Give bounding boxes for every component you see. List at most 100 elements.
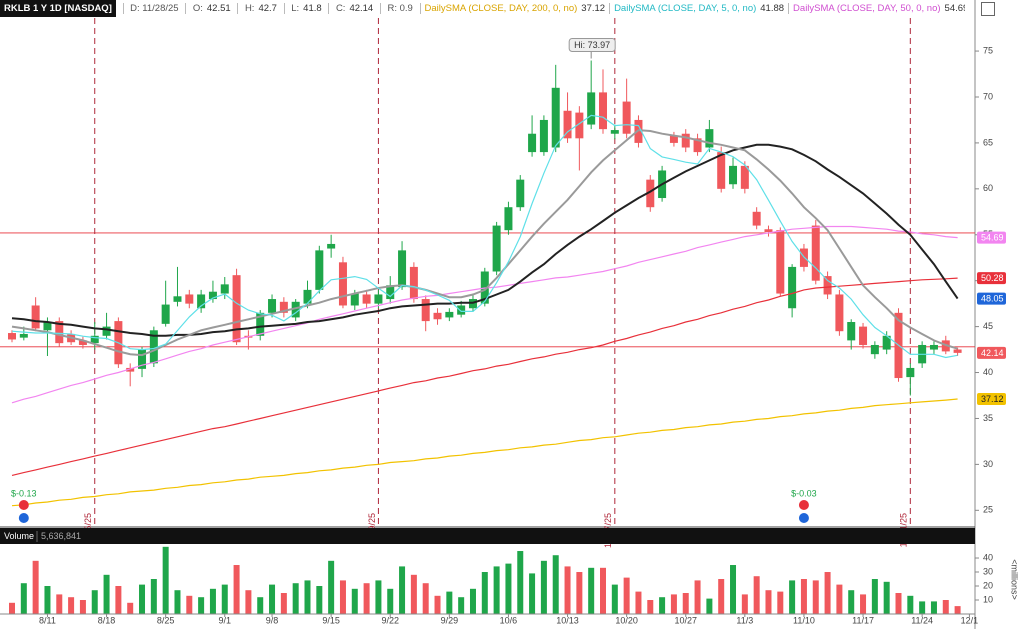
candle-body xyxy=(433,312,442,320)
candle-body xyxy=(78,340,87,345)
volume-bar xyxy=(292,583,299,614)
volume-bar xyxy=(730,565,737,614)
volume-bar xyxy=(600,567,606,614)
candle-body xyxy=(126,367,135,372)
candle-body xyxy=(563,110,572,139)
volume-bar xyxy=(198,597,205,614)
candle-body xyxy=(551,87,560,148)
candle-body xyxy=(599,92,607,130)
open-label: O: xyxy=(192,3,203,14)
x-tick-label: 9/22 xyxy=(381,615,399,625)
legend-name[interactable]: DailySMA (CLOSE, DAY, 50, 0, no) xyxy=(793,3,941,14)
settings-icon[interactable] xyxy=(981,2,995,16)
volume-bar xyxy=(280,593,287,614)
volume-bar xyxy=(469,588,476,614)
candle-body xyxy=(208,291,217,300)
open-value: 42.51 xyxy=(206,3,231,14)
price-box-label: 50.28 xyxy=(981,273,1004,283)
price-box-label: 42.14 xyxy=(981,348,1004,358)
legend-name[interactable]: DailySMA (CLOSE, DAY, 5, 0, no) xyxy=(614,3,757,14)
earnings-label: $-0.03 xyxy=(791,488,817,498)
candle-body xyxy=(705,129,714,148)
volume-bar xyxy=(564,566,571,614)
x-tick-label: 9/8 xyxy=(266,615,279,625)
earnings-icon[interactable] xyxy=(798,500,809,510)
volume-bar xyxy=(339,580,346,614)
legend: DailySMA (CLOSE, DAY, 200, 0, no) 37.12 Da… xyxy=(416,0,965,17)
candle-body xyxy=(55,321,64,344)
volume-bar xyxy=(446,591,453,614)
candle-body xyxy=(232,275,241,343)
y-tick-label: 30 xyxy=(983,566,993,576)
volume-bar xyxy=(871,579,878,614)
volume-bar xyxy=(942,600,949,614)
volume-bar xyxy=(328,560,335,614)
x-tick-label: 10/27 xyxy=(674,615,697,625)
volume-bar xyxy=(919,601,926,614)
candle-body xyxy=(445,311,454,318)
sma-line xyxy=(11,225,958,404)
volume-bar xyxy=(765,590,772,614)
volume-bar xyxy=(848,590,855,614)
volume-bar xyxy=(221,584,228,614)
close-value: 42.14 xyxy=(349,3,374,14)
volume-bar xyxy=(800,579,807,614)
separator xyxy=(237,2,239,14)
candle-body xyxy=(315,250,324,290)
price-box-label: 37.12 xyxy=(981,394,1004,404)
x-tick-label: 11/17 xyxy=(852,615,874,625)
candle-body xyxy=(102,326,111,336)
volume-bar xyxy=(954,606,961,614)
price-box-label: 54.69 xyxy=(981,232,1004,242)
y-tick-label: 30 xyxy=(983,459,993,469)
volume-header xyxy=(0,528,975,544)
candle-body xyxy=(516,179,525,208)
x-tick-label: 9/1 xyxy=(219,615,232,625)
y-tick-label: 75 xyxy=(983,45,993,55)
range: R: 0.9 xyxy=(387,3,413,14)
volume-bar xyxy=(635,591,642,614)
y-tick-label: 40 xyxy=(983,367,993,377)
info-icon[interactable] xyxy=(18,513,29,523)
close-label: C: xyxy=(335,3,346,14)
candle-body xyxy=(173,296,182,302)
info-icon[interactable] xyxy=(798,513,809,523)
candle-body xyxy=(161,304,170,324)
symbol[interactable]: RKLB 1 Y 1D [NASDAQ] xyxy=(0,0,116,17)
volume-bar xyxy=(753,576,760,614)
volume-bar xyxy=(375,580,382,614)
sma-line xyxy=(11,398,958,507)
separator xyxy=(419,2,421,14)
candle-body xyxy=(185,294,194,304)
earnings-label: $-0.13 xyxy=(11,488,37,498)
candle-body xyxy=(788,266,797,309)
candle-body xyxy=(717,152,726,189)
volume-title: Volume xyxy=(4,531,34,541)
x-tick-label: 11/24 xyxy=(911,615,933,625)
volume-bar xyxy=(387,588,394,614)
x-tick-label: 10/20 xyxy=(615,615,638,625)
candle-body xyxy=(610,130,619,134)
volume-bar xyxy=(777,591,784,614)
candle-body xyxy=(492,225,501,272)
legend-name[interactable]: DailySMA (CLOSE, DAY, 200, 0, no) xyxy=(424,3,578,14)
candle-body xyxy=(291,301,300,318)
candle-body xyxy=(929,344,938,350)
candle-body xyxy=(835,294,844,332)
candle-body xyxy=(953,349,962,353)
price-box xyxy=(977,392,1006,405)
volume-bar xyxy=(316,586,323,614)
candle-body xyxy=(740,165,749,189)
volume-bar xyxy=(576,572,583,614)
earnings-icon[interactable] xyxy=(18,500,29,510)
price-box-label: 48.05 xyxy=(981,293,1004,303)
separator xyxy=(122,2,124,14)
volume-value: 5,636,841 xyxy=(41,531,81,541)
price-box xyxy=(977,292,1006,305)
candle-body xyxy=(409,266,418,300)
candle-body xyxy=(811,225,820,281)
volume-bar xyxy=(44,586,51,614)
candle-body xyxy=(138,349,147,369)
price-box xyxy=(977,346,1006,359)
volume-bar xyxy=(706,598,713,614)
